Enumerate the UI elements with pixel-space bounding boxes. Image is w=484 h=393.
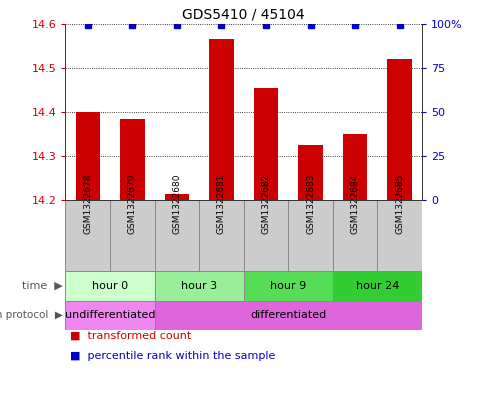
- Text: GSM1322685: GSM1322685: [394, 174, 403, 234]
- Bar: [377, 200, 421, 271]
- Text: time  ▶: time ▶: [22, 281, 63, 291]
- Bar: [76, 112, 100, 200]
- Bar: [120, 119, 144, 200]
- Bar: [65, 301, 154, 330]
- Bar: [387, 59, 411, 200]
- Text: hour 24: hour 24: [355, 281, 398, 291]
- Bar: [298, 145, 322, 200]
- Bar: [332, 200, 377, 271]
- Text: GSM1322682: GSM1322682: [261, 174, 270, 234]
- Bar: [65, 200, 110, 271]
- Bar: [199, 200, 243, 271]
- Bar: [243, 271, 332, 301]
- Bar: [164, 194, 189, 200]
- Text: ■  transformed count: ■ transformed count: [70, 331, 191, 341]
- Bar: [65, 271, 154, 301]
- Text: GSM1322683: GSM1322683: [305, 174, 315, 234]
- Bar: [253, 88, 278, 200]
- Text: ■  percentile rank within the sample: ■ percentile rank within the sample: [70, 351, 275, 361]
- Text: hour 9: hour 9: [270, 281, 306, 291]
- Text: hour 3: hour 3: [181, 281, 217, 291]
- Bar: [243, 200, 287, 271]
- Bar: [287, 200, 332, 271]
- Bar: [154, 271, 243, 301]
- Text: growth protocol  ▶: growth protocol ▶: [0, 310, 63, 320]
- Text: undifferentiated: undifferentiated: [65, 310, 155, 320]
- Text: hour 0: hour 0: [92, 281, 128, 291]
- Bar: [154, 301, 421, 330]
- Bar: [110, 200, 154, 271]
- Text: GSM1322679: GSM1322679: [128, 174, 136, 234]
- Title: GDS5410 / 45104: GDS5410 / 45104: [182, 7, 304, 21]
- Bar: [342, 134, 366, 200]
- Bar: [209, 39, 233, 200]
- Bar: [332, 271, 421, 301]
- Text: differentiated: differentiated: [250, 310, 326, 320]
- Text: GSM1322680: GSM1322680: [172, 174, 181, 234]
- Bar: [154, 200, 199, 271]
- Text: GSM1322684: GSM1322684: [350, 174, 359, 234]
- Text: GSM1322678: GSM1322678: [83, 174, 92, 234]
- Text: GSM1322681: GSM1322681: [216, 174, 226, 234]
